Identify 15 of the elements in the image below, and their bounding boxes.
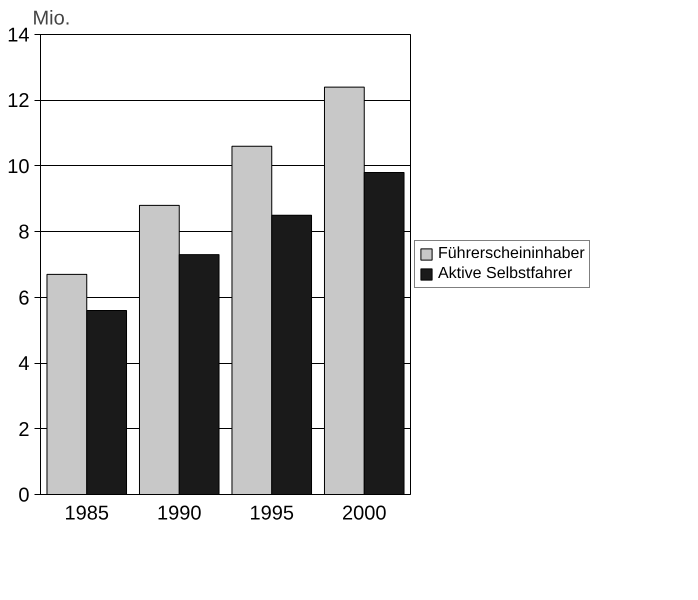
legend-label: Führerscheininhaber bbox=[438, 245, 585, 263]
y-tick-label: 10 bbox=[7, 156, 30, 178]
y-tick-label: 0 bbox=[18, 484, 30, 506]
x-tick-label: 1995 bbox=[250, 502, 294, 524]
y-tick-label: 2 bbox=[18, 418, 30, 441]
y-tick-label: 4 bbox=[18, 353, 30, 376]
legend-label: Aktive Selbstfahrer bbox=[438, 265, 572, 283]
y-axis-title: Mio. bbox=[32, 8, 70, 30]
x-tick-label: 1990 bbox=[157, 502, 202, 524]
y-tick-label: 14 bbox=[7, 24, 30, 46]
y-tick-label: 12 bbox=[7, 90, 30, 112]
y-tick-label: 8 bbox=[18, 222, 30, 244]
y-tick-label: 6 bbox=[18, 287, 30, 310]
x-tick-label: 1985 bbox=[64, 502, 110, 524]
x-tick-label: 2000 bbox=[342, 502, 387, 524]
